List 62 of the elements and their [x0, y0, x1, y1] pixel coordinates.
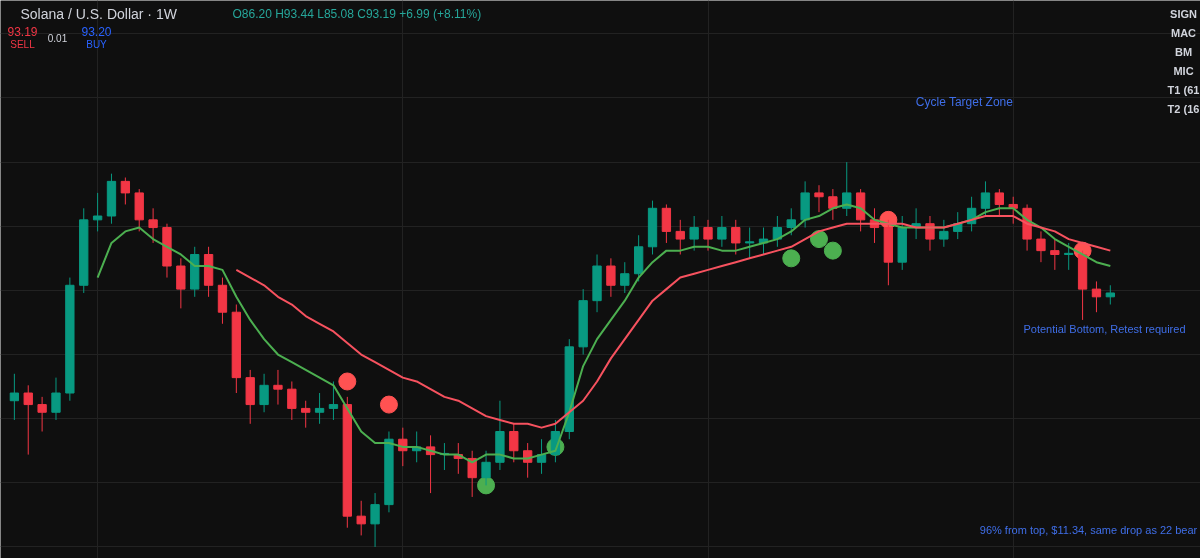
- point: [379, 395, 398, 414]
- text: MIC: [1173, 64, 1194, 77]
- candlestick: [273, 369, 283, 406]
- annotation: 96% from top, $11.34, same drop as 22 bear: [979, 523, 1198, 536]
- candlestick: [328, 380, 339, 421]
- candlestick: [314, 392, 325, 425]
- candlestick: [1036, 230, 1046, 263]
- candlestick: [120, 177, 131, 205]
- candlestick: [703, 219, 713, 252]
- candlestick: [939, 219, 949, 248]
- text: Cycle Target Zone: [915, 94, 1014, 109]
- candlestick: [301, 400, 311, 429]
- candlestick: [176, 257, 186, 309]
- candlestick: [661, 203, 672, 244]
- candlestick: [606, 257, 616, 298]
- candlestick: [1091, 280, 1102, 313]
- chart-title: Solana / U.S. Dollar · 1W: [20, 5, 178, 22]
- candlestick: [287, 380, 297, 421]
- candlestick: [51, 377, 61, 421]
- candlestick: [509, 423, 519, 463]
- candlestick: [675, 219, 685, 255]
- text: 93.20: [81, 25, 112, 39]
- candlestick: [786, 207, 796, 236]
- candlestick: [689, 215, 699, 252]
- point: [782, 249, 801, 268]
- candlestick: [467, 450, 477, 498]
- text: MAC: [1170, 26, 1197, 39]
- point: [477, 476, 496, 495]
- candlestick: [1050, 238, 1060, 271]
- text: BUY: [86, 39, 108, 50]
- candlestick: [1105, 284, 1115, 306]
- text: BM: [1174, 45, 1193, 58]
- candlestick: [370, 492, 380, 548]
- candlestick: [994, 188, 1005, 217]
- candlestick: [717, 215, 727, 248]
- candlestick: [23, 384, 33, 456]
- candlestick: [148, 207, 158, 244]
- candlestick: [744, 227, 755, 259]
- candlestick: [37, 396, 47, 433]
- candlestick: [481, 450, 491, 486]
- candlestick: [731, 219, 741, 255]
- text: T2 (16: [1167, 102, 1200, 115]
- candlestick: [620, 261, 630, 294]
- candlestick: [828, 188, 838, 221]
- point: [810, 230, 828, 249]
- text: SELL: [10, 39, 36, 50]
- candlestick: [356, 500, 366, 536]
- annotation: Potential Bottom, Retest required: [1023, 322, 1186, 335]
- candlestick: [92, 192, 103, 232]
- point: [338, 372, 357, 391]
- candlestick: [9, 373, 20, 421]
- chart-subtitle: O86.20 H93.44 L85.08 C93.19 +6.99 (+8.11%): [232, 6, 482, 21]
- candlestick: [814, 184, 824, 213]
- text: 93.19: [7, 25, 38, 39]
- candlestick: [1064, 242, 1074, 271]
- candlestick: [953, 211, 963, 240]
- text: 0.01: [47, 32, 68, 44]
- candlestick: [259, 373, 269, 413]
- candlestick: [980, 180, 991, 217]
- text: T1 (61: [1167, 83, 1200, 96]
- text: SIGN: [1170, 7, 1197, 20]
- point: [823, 241, 842, 260]
